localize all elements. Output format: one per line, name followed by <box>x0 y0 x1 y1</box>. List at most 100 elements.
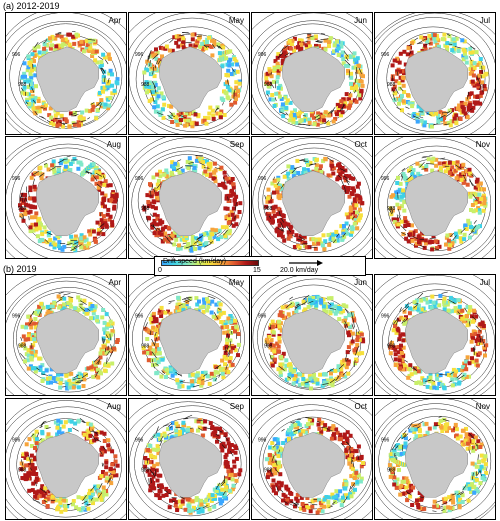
pressure-contour <box>6 137 126 258</box>
pressure-contour <box>129 279 249 395</box>
contour-label: 996 <box>258 176 267 182</box>
pressure-contour <box>259 409 372 515</box>
speed-legend: Drift speed (km/day) 0 15 20.0 km/day <box>154 256 366 276</box>
pressure-contour <box>129 146 249 258</box>
pressure-contour <box>9 412 122 518</box>
antarctic-drift-map: 996 988 <box>129 13 249 134</box>
contour-label: 996 <box>258 314 267 320</box>
antarctica-landmass <box>35 432 99 498</box>
section-label-b: (b) 2019 <box>3 264 37 274</box>
contour-label: 996 <box>135 314 144 320</box>
pressure-contour <box>375 275 495 395</box>
antarctic-drift-map: 996 988 <box>6 399 126 519</box>
antarctic-drift-map: 996 988 <box>6 137 126 258</box>
antarctica-landmass <box>404 432 468 498</box>
legend-min: 0 <box>158 267 162 274</box>
pressure-contour <box>11 147 124 253</box>
contour-label: 996 <box>381 438 390 444</box>
contour-label: 988 <box>18 468 27 474</box>
section-label-a: (a) 2012-2019 <box>3 1 60 11</box>
contour-label: 988 <box>387 468 396 474</box>
contour-label: 996 <box>12 176 21 182</box>
pressure-contour <box>252 20 372 134</box>
contour-label: 988 <box>264 344 273 350</box>
pressure-contour <box>134 411 248 517</box>
antarctic-drift-map: 996 988 <box>129 137 249 258</box>
contour-label: 996 <box>12 438 21 444</box>
antarctic-drift-map: 996 988 <box>375 275 495 395</box>
antarctic-drift-map: 996 988 <box>6 275 126 395</box>
contour-label: 988 <box>141 468 150 474</box>
antarctica-landmass <box>158 46 222 113</box>
antarctic-drift-map: 996 988 <box>252 13 372 134</box>
contour-label: 988 <box>18 82 27 88</box>
contour-label: 988 <box>387 206 396 212</box>
month-label: Jul <box>479 16 490 25</box>
map-panel-apr: 996 988 Apr <box>5 274 127 396</box>
month-label: Sep <box>229 140 244 149</box>
antarctica-landmass <box>35 308 99 374</box>
month-label: Sep <box>229 402 244 411</box>
legend-title: Drift speed (km/day) <box>163 258 227 265</box>
pressure-contour <box>131 150 245 256</box>
antarctica-landmass <box>281 46 345 113</box>
speed-colorbar <box>161 260 259 266</box>
antarctic-drift-map: 996 988 <box>252 137 372 258</box>
pressure-contour <box>132 285 245 392</box>
month-label: Apr <box>108 16 121 25</box>
pressure-contour <box>6 280 126 395</box>
antarctic-drift-map: 996 988 <box>129 275 249 395</box>
antarctica-landmass <box>35 46 99 113</box>
map-panel-aug: 996 988 Aug <box>5 136 127 259</box>
contour-label: 988 <box>141 344 150 350</box>
contour-label: 996 <box>135 176 144 182</box>
pressure-contour <box>257 147 371 253</box>
month-label: Aug <box>106 402 121 411</box>
contour-label: 988 <box>264 206 273 212</box>
antarctica-landmass <box>404 308 468 374</box>
pressure-contour <box>378 150 492 256</box>
pressure-contour <box>375 17 495 134</box>
map-panel-jul: 996 988 Jul <box>374 274 496 396</box>
month-label: Jun <box>354 16 367 25</box>
map-panel-jun: 996 988 Jun <box>251 274 373 396</box>
pressure-contour <box>129 401 249 519</box>
map-panel-nov: 996 988 Nov <box>374 398 496 520</box>
map-panel-oct: 996 988 Oct <box>251 136 373 259</box>
contour-label: 988 <box>18 206 27 212</box>
month-label: Aug <box>106 140 121 149</box>
contour-label: 996 <box>258 52 267 58</box>
map-panel-apr: 996 988 Apr <box>5 12 127 135</box>
pressure-contour <box>252 137 372 258</box>
month-label: Nov <box>475 402 490 411</box>
contour-label: 988 <box>18 344 27 350</box>
map-panel-sep: 996 988 Sep <box>128 136 250 259</box>
pressure-contour <box>6 143 126 258</box>
pressure-contour <box>6 400 126 519</box>
antarctica-landmass <box>281 170 345 237</box>
pressure-contour <box>252 143 372 258</box>
month-label: May <box>228 16 244 25</box>
contour-label: 988 <box>141 82 150 88</box>
map-panel-oct: 996 988 Oct <box>251 398 373 520</box>
pressure-contour <box>375 145 495 258</box>
map-panel-may: 996 988 May <box>128 274 250 396</box>
month-label: Oct <box>354 140 367 149</box>
pressure-contour <box>375 13 495 134</box>
contour-label: 996 <box>258 438 267 444</box>
pressure-contour <box>6 406 126 519</box>
pressure-contour <box>6 21 126 134</box>
antarctic-drift-map: 996 988 <box>375 137 495 258</box>
map-panel-may: 996 988 May <box>128 12 250 135</box>
month-label: Nov <box>475 140 490 149</box>
contour-label: 996 <box>135 438 144 444</box>
pressure-contour <box>129 137 249 258</box>
month-label: May <box>228 278 244 287</box>
map-panel-jun: 996 988 Jun <box>251 12 373 135</box>
antarctica-landmass <box>158 308 222 374</box>
panel-grid-2012-2019: 996 988 Apr 996 988 May 996 988 Jun 996 988 Jul 996 9… <box>5 12 497 260</box>
antarctica-landmass <box>404 170 468 237</box>
pressure-contour <box>382 289 495 395</box>
antarctic-drift-map: 996 988 <box>375 399 495 519</box>
map-panel-sep: 996 988 Sep <box>128 398 250 520</box>
